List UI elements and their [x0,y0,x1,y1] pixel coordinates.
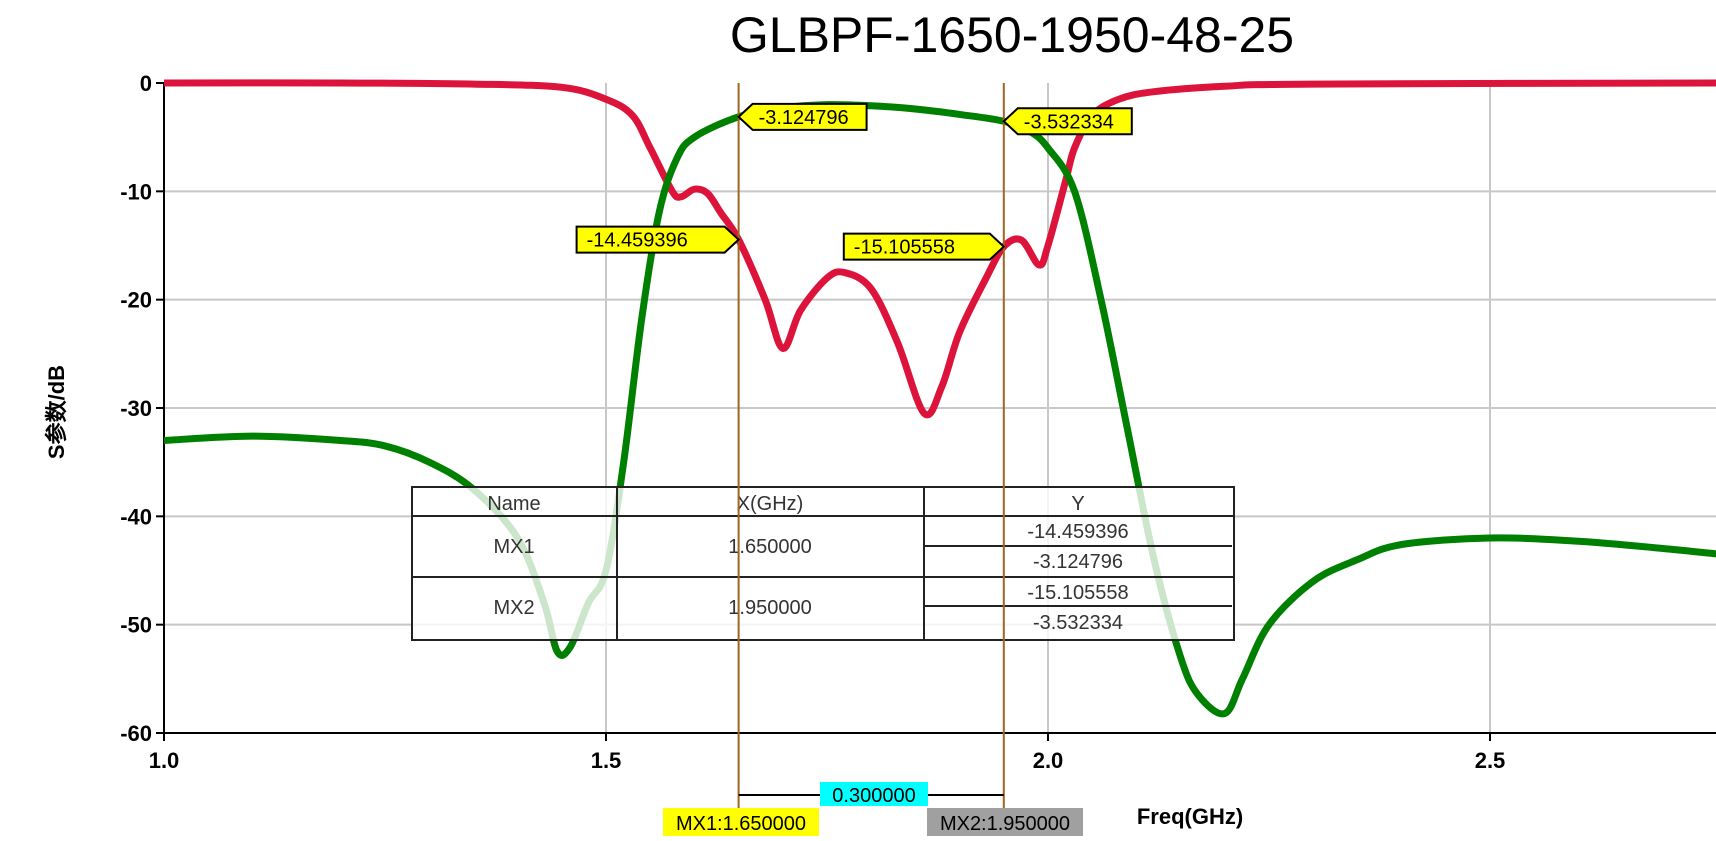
x-tick-label: 2.5 [1475,748,1506,773]
marker-callout-value: -3.124796 [759,107,849,129]
marker-x-label-box [663,808,819,836]
table-header: Name [487,493,540,515]
table-cell-y: -14.459396 [1027,521,1128,543]
y-tick-label: -10 [120,179,152,204]
y-tick-label: -50 [120,613,152,638]
table-cell-x: 1.950000 [728,597,811,619]
marker-callout-value: -14.459396 [587,230,688,252]
table-cell-y: -15.105558 [1027,582,1128,604]
marker-callout-value: -15.105558 [854,237,955,259]
table-cell-name: MX2 [493,597,534,619]
delta-label-box [820,782,928,806]
marker-callout [1002,107,1133,136]
y-tick-label: 0 [140,71,152,96]
table-cell-name: MX1 [493,536,534,558]
table-frame [411,486,1235,641]
chart-title: GLBPF-1650-1950-48-25 [730,7,1294,63]
marker-x-label-mx1[interactable]: MX1:1.650000 [676,813,806,835]
table-header: X(GHz) [737,493,804,515]
table-cell-x: 1.650000 [728,536,811,558]
marker-callout-value: -3.532334 [1024,111,1114,133]
y-axis-label: S参数/dB [44,365,69,459]
x-tick-label: 1.0 [149,748,180,773]
y-tick-label: -30 [120,396,152,421]
marker-x-label-box [927,808,1083,836]
y-tick-label: -20 [120,288,152,313]
delta-label: 0.300000 [832,785,915,807]
table-cell-y: -3.124796 [1033,551,1123,573]
x-tick-label: 1.5 [591,748,622,773]
table-header: Y [1071,493,1084,515]
marker-x-label-mx2[interactable]: MX2:1.950000 [940,813,1070,835]
table-cell-y: -3.532334 [1033,612,1123,634]
marker-table: Name X(GHz) Y MX1 1.650000 -14.459396 -3.12479… [411,486,1235,641]
marker-callout [737,102,868,131]
y-tick-label: -60 [120,721,152,746]
y-tick-label: -40 [120,504,152,529]
x-axis-label: Freq(GHz) [1137,804,1243,829]
x-tick-label: 2.0 [1033,748,1064,773]
marker-callout [575,225,741,254]
marker-callout [842,232,1006,261]
